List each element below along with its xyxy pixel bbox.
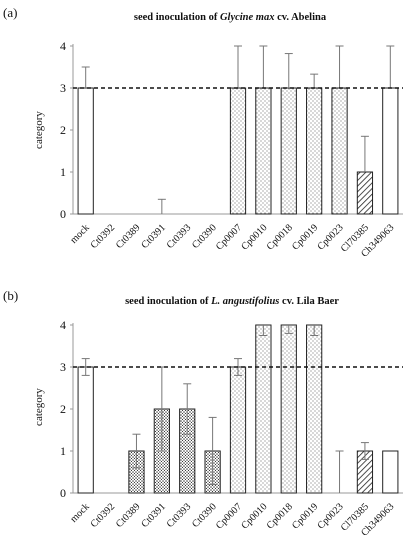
panel-b-ytick-label: 2 <box>60 402 66 416</box>
panel-b-ytick-label: 1 <box>60 444 66 458</box>
panel-a-plot: 01234mockCt0392Ct0389Ct0391Ct0393Ct0390C… <box>60 39 403 260</box>
panel-a-title: seed inoculation of Glycine max cv. Abel… <box>134 12 327 23</box>
panel-b-category-label: Ct0393 <box>165 501 194 530</box>
panel-a-bar-cp0010 <box>255 87 272 215</box>
panel-b-category-label: Cp0007 <box>214 501 244 531</box>
panel-a-category-label: Cp0018 <box>265 222 295 252</box>
panel-b-bar-cp0010 <box>255 324 272 494</box>
panel-a-category-label: Cp0019 <box>290 222 320 252</box>
panel-b-ytick-label: 4 <box>60 318 66 332</box>
panel-b-bar-cp0018 <box>280 324 297 494</box>
panel-b-category-label: Cp0010 <box>239 501 269 531</box>
panel-a-ytick-label: 0 <box>60 207 66 221</box>
panel-b-bar-mock <box>77 366 94 494</box>
panel-a-category-label: Cp0007 <box>214 222 244 252</box>
panel-b-bar-cp0019 <box>306 324 323 494</box>
panel-b-category-label: Cp0018 <box>265 501 295 531</box>
panel-b-category-label: Ct0392 <box>89 501 118 530</box>
panel-a-category-label: Cp0010 <box>239 222 269 252</box>
panel-b-category-label: Cp0019 <box>290 501 320 531</box>
panel-b-category-label: Ct0390 <box>190 501 219 530</box>
panel-a-category-label: Ct0390 <box>190 222 219 251</box>
panel-b-plot: 01234mockCt0392Ct0389Ct0391Ct0393Ct0390C… <box>60 318 403 539</box>
panel-b-category-label: Ct0391 <box>139 501 168 530</box>
panel-a-bar-cl70385 <box>356 171 374 215</box>
panel-b-ylabel: category <box>33 388 45 426</box>
panel-a-category-label: Ct0389 <box>114 222 143 251</box>
panel-a-ytick-label: 3 <box>60 81 66 95</box>
panel-a-category-label: Ct0392 <box>89 222 118 251</box>
panel-a-bar-cp0023 <box>331 87 348 215</box>
panel-a-bar-cp0007 <box>229 87 247 215</box>
panel-a-ytick-label: 4 <box>60 39 66 53</box>
panel-b-title: seed inoculation of L. angustifolius cv.… <box>125 296 339 307</box>
panel-a-ytick-label: 1 <box>60 165 66 179</box>
panel-b-category-label: Ct0389 <box>114 501 143 530</box>
panel-a-bar-mock <box>77 87 94 215</box>
panel-a-bar-ch349063 <box>382 87 399 215</box>
panel-b-label: (b) <box>3 288 18 303</box>
panel-a-ylabel: category <box>33 111 45 149</box>
panel-b-ytick-label: 3 <box>60 360 66 374</box>
panel-a-ytick-label: 2 <box>60 123 66 137</box>
panel-a-label: (a) <box>3 5 17 20</box>
panel-b-ytick-label: 0 <box>60 486 66 500</box>
panel-a-bar-cp0019 <box>306 87 323 215</box>
panel-b-bar-cp0007 <box>229 366 247 494</box>
panel-a-category-label: Ct0393 <box>165 222 194 251</box>
panel-a-bar-cp0018 <box>280 87 297 215</box>
panel-b-bar-ch349063 <box>382 450 399 494</box>
panel-a-category-label: Ct0391 <box>139 222 168 251</box>
